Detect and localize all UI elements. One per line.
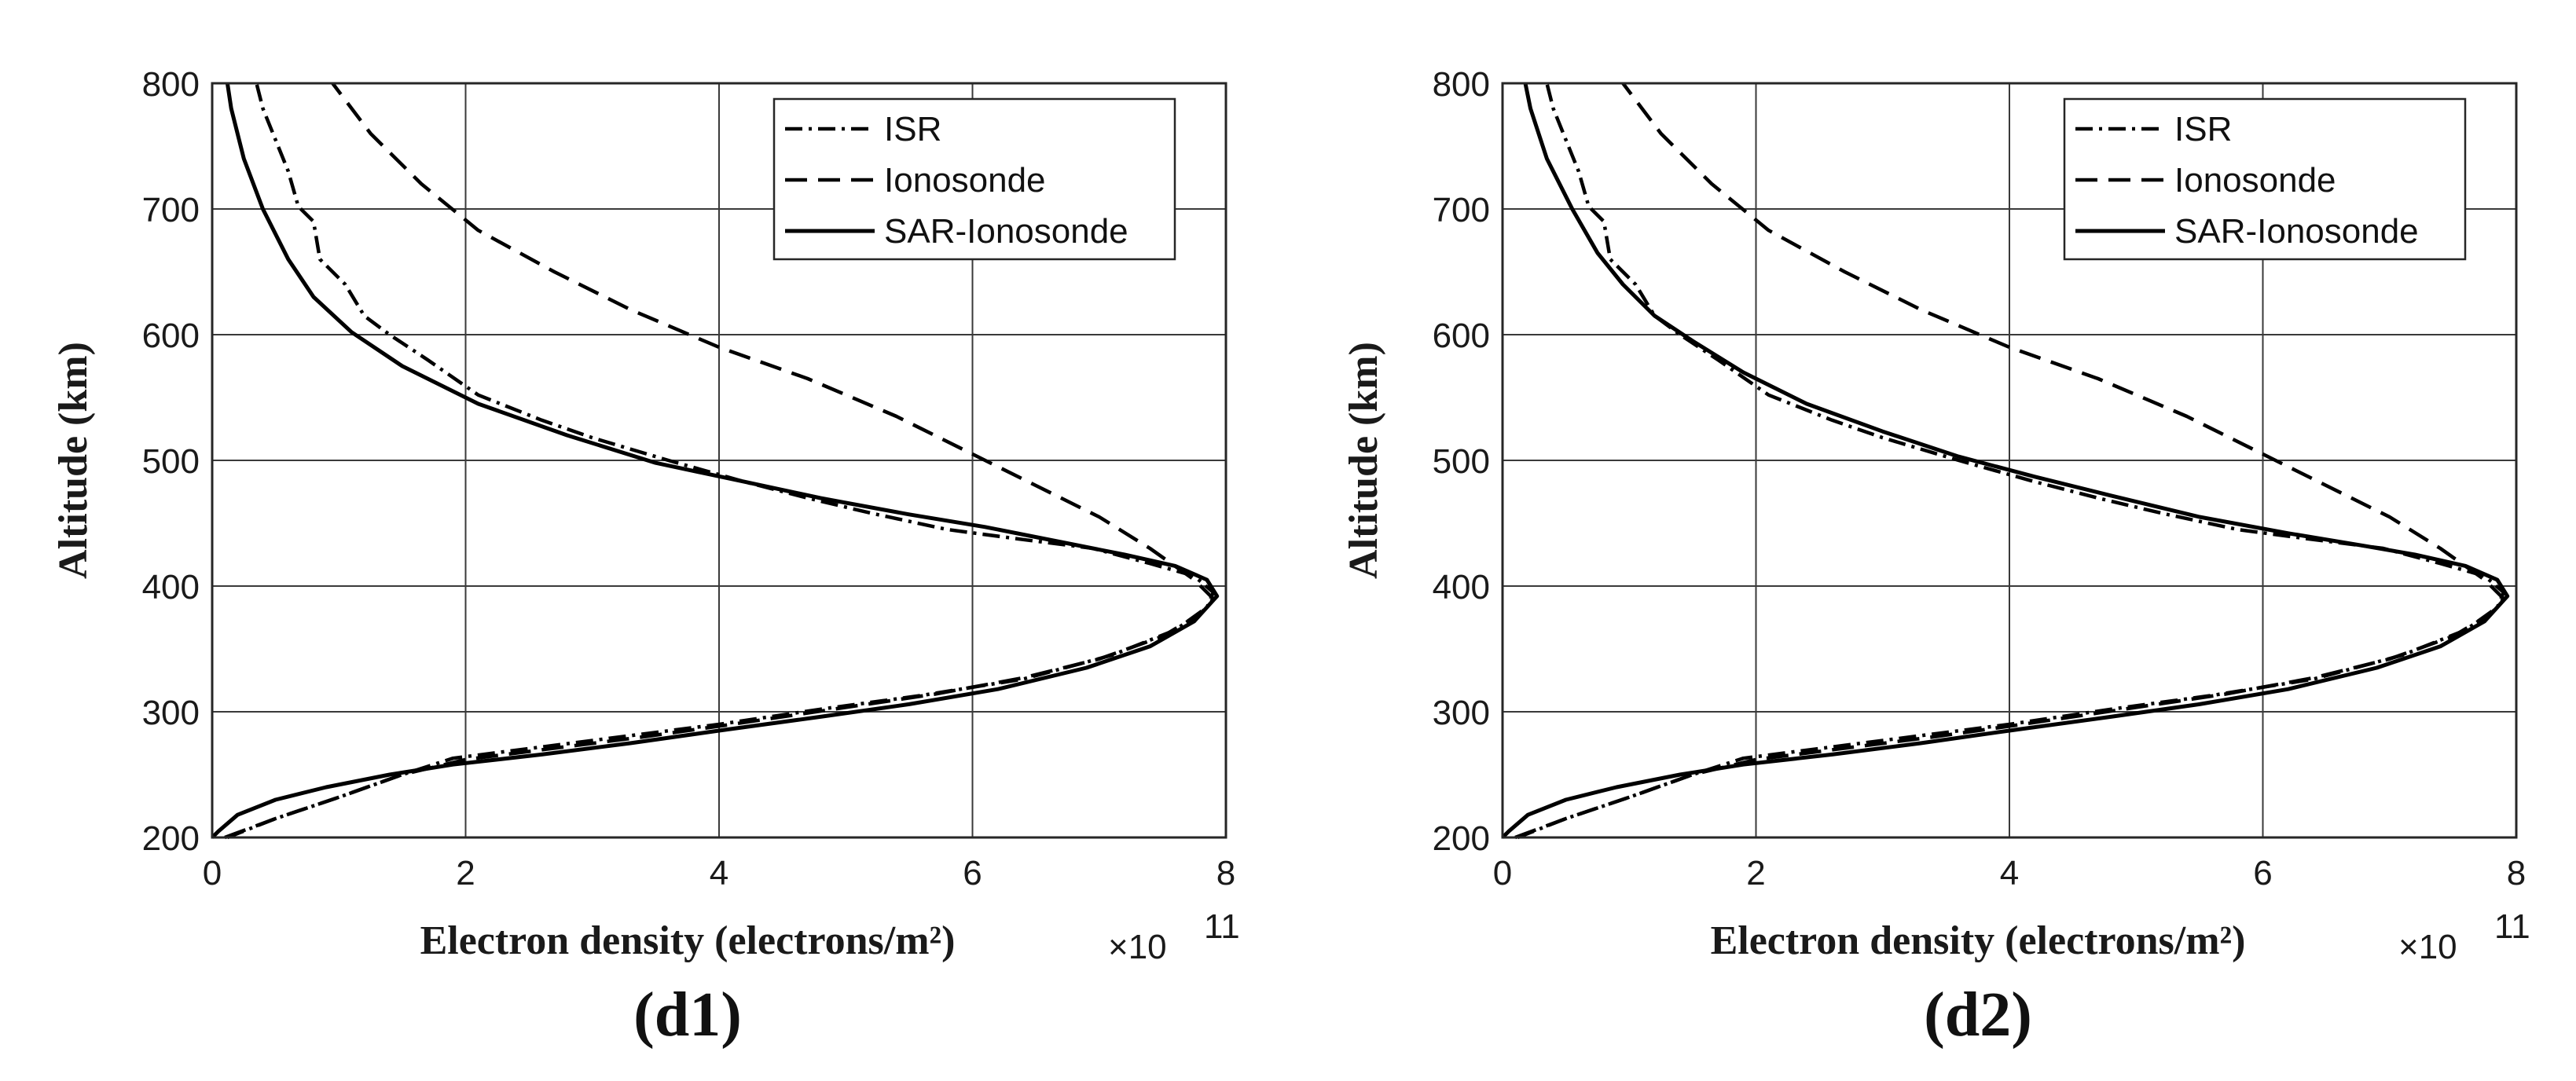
legend: ISR Ionosonde SAR-Ionosonde bbox=[2063, 97, 2467, 261]
series-line-sar-ionosonde bbox=[1501, 82, 2510, 839]
x-multiplier-exponent: 11 bbox=[2494, 907, 2530, 946]
y-tick-label: 600 bbox=[1433, 317, 1490, 355]
x-tick-label: 6 bbox=[963, 854, 982, 892]
y-tick-label: 300 bbox=[142, 694, 200, 732]
y-tick-label: 700 bbox=[142, 191, 200, 229]
legend-label-isr: ISR bbox=[884, 110, 941, 148]
legend-label-ionosonde: Ionosonde bbox=[2174, 161, 2336, 200]
legend-label-sar-ionosonde: SAR-Ionosonde bbox=[2174, 212, 2419, 251]
y-tick-label: 200 bbox=[1433, 819, 1490, 858]
series-line-isr bbox=[1517, 82, 2506, 840]
y-tick-label: 600 bbox=[142, 317, 200, 355]
axes-frame bbox=[211, 82, 1227, 839]
legend-label-sar-ionosonde: SAR-Ionosonde bbox=[884, 212, 1128, 251]
x-tick-label: 2 bbox=[456, 854, 475, 892]
y-tick-label: 400 bbox=[1433, 568, 1490, 606]
x-tick-label: 8 bbox=[2507, 854, 2526, 892]
y-tick-label: 400 bbox=[142, 568, 200, 606]
legend-label-ionosonde: Ionosonde bbox=[884, 161, 1046, 200]
x-multiplier: ×10 bbox=[2398, 928, 2457, 966]
series-line-sar-ionosonde bbox=[211, 82, 1220, 839]
x-tick-label: 4 bbox=[2000, 854, 2019, 892]
x-tick-label: 0 bbox=[1493, 854, 1512, 892]
x-tick-label: 6 bbox=[2253, 854, 2272, 892]
axes-frame bbox=[1501, 82, 2518, 839]
panel-label: (d1) bbox=[633, 980, 742, 1050]
series-group bbox=[211, 82, 1220, 840]
chart-panel-d2: 0 2 4 6 8 200 300 400 500 600 700 800 ×10 11 Electron … bbox=[1341, 65, 2530, 1050]
x-axis-label: Electron density (electrons/m²) bbox=[1711, 918, 2246, 963]
y-axis-label: Altitude (km) bbox=[1341, 342, 1386, 579]
y-tick-label: 800 bbox=[1433, 65, 1490, 104]
y-tick-label: 800 bbox=[142, 65, 200, 104]
x-tick-label: 4 bbox=[710, 854, 728, 892]
x-tick-label: 2 bbox=[1746, 854, 1765, 892]
y-tick-label: 200 bbox=[142, 819, 200, 858]
legend: ISR Ionosonde SAR-Ionosonde bbox=[772, 97, 1176, 261]
series-group bbox=[1501, 82, 2510, 840]
x-tick-label: 0 bbox=[203, 854, 222, 892]
y-tick-label: 300 bbox=[1433, 694, 1490, 732]
x-multiplier: ×10 bbox=[1108, 928, 1167, 966]
legend-label-isr: ISR bbox=[2174, 110, 2232, 148]
x-tick-label: 8 bbox=[1216, 854, 1235, 892]
y-axis-label: Altitude (km) bbox=[51, 342, 96, 579]
y-tick-label: 500 bbox=[142, 442, 200, 481]
series-line-isr bbox=[226, 82, 1216, 840]
x-axis-label: Electron density (electrons/m²) bbox=[420, 918, 956, 963]
y-tick-label: 700 bbox=[1433, 191, 1490, 229]
panel-label: (d2) bbox=[1924, 980, 2032, 1050]
chart-panel-d1: 0 2 4 6 8 200 300 400 500 600 700 800 ×10 11 Electron … bbox=[51, 65, 1240, 1050]
y-tick-label: 500 bbox=[1433, 442, 1490, 481]
x-multiplier-exponent: 11 bbox=[1204, 907, 1240, 946]
